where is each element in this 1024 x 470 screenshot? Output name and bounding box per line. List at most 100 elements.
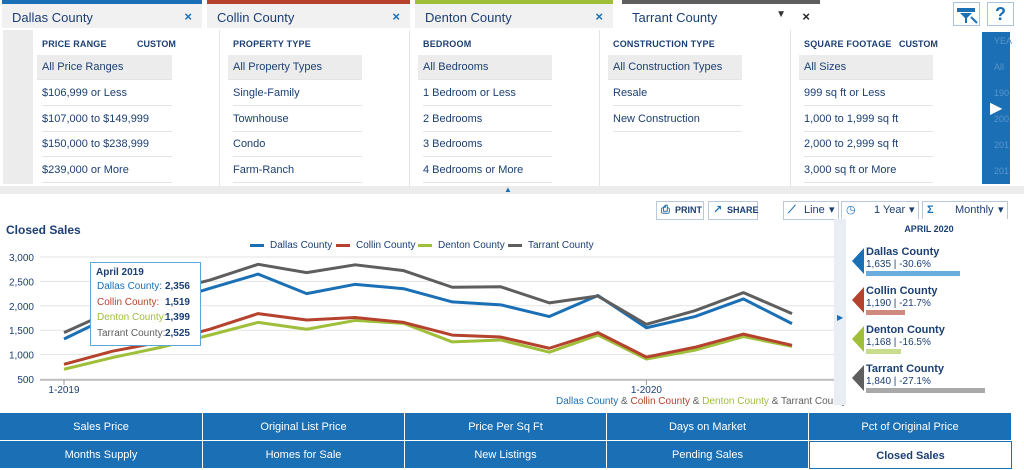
- summary-value: 1,635 | -30.6%: [866, 259, 931, 270]
- metric-tab-original-list-price[interactable]: Original List Price: [203, 413, 405, 441]
- filter-option[interactable]: 1,000 to 1,999 sq ft: [804, 107, 933, 132]
- summary-name: Collin County: [866, 285, 938, 297]
- tab-collin-county[interactable]: Collin County ×: [207, 0, 410, 28]
- filter-header: BEDROOM: [423, 39, 472, 49]
- y-tick-label: 1,500: [9, 326, 34, 337]
- filter-option[interactable]: Single-Family: [233, 81, 362, 106]
- summary-bar: [866, 271, 961, 276]
- filter-option[interactable]: Resale: [613, 81, 742, 106]
- summary-item-dallas-county[interactable]: Dallas County 1,635 | -30.6%: [846, 246, 1012, 286]
- legend-item[interactable]: Tarrant County: [508, 240, 594, 251]
- summary-panel: APRIL 2020 Dallas County 1,635 | -30.6% Co…: [846, 219, 1012, 405]
- tab-dallas-county[interactable]: Dallas County ×: [2, 0, 202, 28]
- y-tick-label: 3,000: [9, 253, 34, 264]
- filter-option[interactable]: $150,000 to $238,999: [42, 132, 172, 158]
- filter-option[interactable]: $239,000 or More: [42, 158, 172, 184]
- filter-option[interactable]: 4 Bedrooms or More: [423, 158, 552, 184]
- filter-column-property-type: PROPERTY TYPE All Property Types Single-Fa…: [228, 30, 367, 186]
- summary-panel-toggle[interactable]: ▶: [834, 219, 846, 405]
- county-tab-bar: Dallas County × Collin County × Denton Count…: [0, 0, 1024, 28]
- year-faded-label: 200: [994, 114, 1010, 124]
- summary-header: APRIL 2020: [904, 224, 954, 234]
- filter-option[interactable]: 2 Bedrooms: [423, 107, 552, 132]
- tab-label: Collin County: [217, 10, 295, 25]
- scroll-right-arrow-icon[interactable]: ▶: [990, 100, 1003, 117]
- filter-option[interactable]: 3 Bedrooms: [423, 132, 552, 158]
- share-button[interactable]: ↗ SHARE: [708, 201, 759, 220]
- filter-option[interactable]: All Price Ranges: [37, 55, 172, 80]
- caption-part: Dallas County: [556, 396, 619, 407]
- year-filter-column[interactable]: YEA All 190 ▶ 200 201 201: [982, 32, 1012, 184]
- filter-option[interactable]: 3,000 sq ft or More: [804, 158, 933, 184]
- filter-settings-button[interactable]: [953, 2, 980, 26]
- filter-option[interactable]: All Construction Types: [608, 55, 742, 80]
- filter-option[interactable]: 999 sq ft or Less: [804, 81, 933, 106]
- filter-option[interactable]: New Construction: [613, 107, 742, 132]
- filter-option[interactable]: All Sizes: [799, 55, 933, 80]
- metric-tab-closed-sales[interactable]: Closed Sales: [809, 441, 1012, 469]
- caption-part: &: [618, 396, 631, 407]
- tab-dropdown-icon[interactable]: ▼: [776, 9, 786, 20]
- chart-type-select[interactable]: ⟋ Line ▾: [783, 201, 839, 220]
- filter-divider: [599, 30, 600, 186]
- legend-item[interactable]: Denton County: [418, 240, 505, 251]
- filter-option[interactable]: All Property Types: [228, 55, 362, 80]
- metric-tab-sales-price[interactable]: Sales Price: [0, 413, 203, 441]
- metric-tab-pct-of-original-price[interactable]: Pct of Original Price: [809, 413, 1012, 441]
- filter-divider: [219, 30, 220, 186]
- metric-tab-price-per-sq-ft[interactable]: Price Per Sq Ft: [405, 413, 607, 441]
- custom-range-link[interactable]: CUSTOM: [137, 39, 176, 49]
- metric-tab-days-on-market[interactable]: Days on Market: [607, 413, 809, 441]
- summary-item-tarrant-county[interactable]: Tarrant County 1,840 | -27.1%: [846, 363, 1012, 403]
- close-icon[interactable]: ×: [802, 9, 810, 24]
- collapse-filters-handle[interactable]: ▲: [0, 185, 1024, 194]
- tab-denton-county[interactable]: Denton County ×: [415, 0, 613, 28]
- year-faded-label: All: [994, 62, 1005, 72]
- legend-swatch: [336, 244, 350, 247]
- metric-tab-pending-sales[interactable]: Pending Sales: [607, 441, 809, 469]
- metric-tab-homes-for-sale[interactable]: Homes for Sale: [203, 441, 405, 469]
- summary-bar: [866, 310, 906, 315]
- x-tick-label: 1-2020: [631, 385, 663, 396]
- close-icon[interactable]: ×: [595, 9, 603, 24]
- caption-part: Tarrant County: [780, 396, 847, 407]
- legend-item[interactable]: Collin County: [336, 240, 415, 251]
- custom-range-link[interactable]: CUSTOM: [899, 39, 938, 49]
- filter-option[interactable]: 2,000 to 2,999 sq ft: [804, 132, 933, 158]
- chart-title: Closed Sales: [6, 223, 81, 237]
- filter-header: PRICE RANGE: [42, 39, 107, 49]
- filter-option[interactable]: Townhouse: [233, 107, 362, 132]
- legend-swatch: [250, 244, 264, 247]
- filter-option[interactable]: $106,999 or Less: [42, 81, 172, 106]
- print-button[interactable]: ⎙ PRINT: [656, 201, 704, 220]
- legend-item[interactable]: Dallas County: [250, 240, 332, 251]
- tooltip-row-label: Collin County:: [97, 296, 160, 308]
- filter-option[interactable]: Condo: [233, 132, 362, 158]
- summary-value: 1,168 | -16.5%: [866, 337, 931, 348]
- filter-option[interactable]: 1 Bedroom or Less: [423, 81, 552, 106]
- clock-icon: ◷: [846, 204, 856, 216]
- help-button[interactable]: ?: [987, 2, 1014, 26]
- series-marker-icon: [852, 365, 864, 391]
- chevron-down-icon: ▾: [829, 204, 835, 216]
- metric-tab-months-supply[interactable]: Months Supply: [0, 441, 203, 469]
- caption-part: &: [768, 396, 781, 407]
- summary-item-collin-county[interactable]: Collin County 1,190 | -21.7%: [846, 285, 1012, 325]
- period-select[interactable]: ◷ 1 Year ▾: [841, 201, 919, 220]
- filter-option[interactable]: $107,000 to $149,999: [42, 107, 172, 132]
- close-icon[interactable]: ×: [392, 9, 400, 24]
- tooltip-row-value: 2,356: [164, 281, 190, 292]
- interval-select[interactable]: Σ Monthly ▾: [922, 201, 1008, 220]
- filter-option[interactable]: All Bedrooms: [418, 55, 552, 80]
- year-faded-label: 190: [994, 88, 1010, 98]
- filter-column-price-range: PRICE RANGE CUSTOM All Price Ranges $106,99…: [37, 30, 177, 186]
- close-icon[interactable]: ×: [184, 9, 192, 24]
- tab-tarrant-county[interactable]: Tarrant County ▼ ×: [622, 0, 820, 28]
- filter-header: PROPERTY TYPE: [233, 39, 311, 49]
- summary-name: Tarrant County: [866, 363, 945, 375]
- metric-tab-new-listings[interactable]: New Listings: [405, 441, 607, 469]
- filter-option[interactable]: Farm-Ranch: [233, 158, 362, 184]
- summary-value: 1,190 | -21.7%: [866, 298, 931, 309]
- tab-label: Denton County: [425, 10, 512, 25]
- summary-item-denton-county[interactable]: Denton County 1,168 | -16.5%: [846, 324, 1012, 364]
